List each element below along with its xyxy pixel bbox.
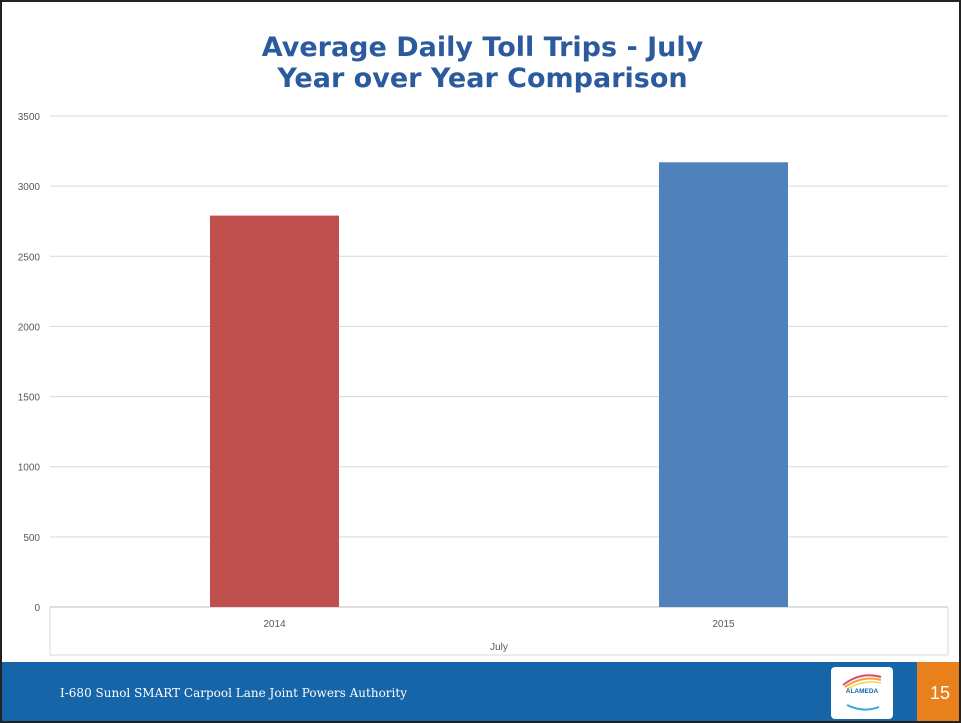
y-tick-label: 3000 — [18, 182, 41, 193]
chart-title-line-1: Average Daily Toll Trips - July — [261, 32, 704, 63]
x-tick-label: 2015 — [712, 619, 735, 630]
y-tick-label: 2500 — [18, 252, 41, 263]
footer-bar: I-680 Sunol SMART Carpool Lane Joint Pow… — [2, 662, 959, 721]
footer-organization-text: I-680 Sunol SMART Carpool Lane Joint Pow… — [60, 686, 407, 700]
y-tick-label: 1500 — [18, 393, 41, 404]
y-tick-label: 2000 — [18, 322, 41, 333]
logo-swoosh-icon — [842, 674, 882, 711]
bar-chart: 0 500 1000 1500 2000 2500 3000 3500 2014 2015 July — [18, 112, 949, 656]
alameda-logo-icon: ALAMEDA — [831, 667, 893, 719]
logo-text: ALAMEDA — [845, 688, 879, 695]
chart-title: Average Daily Toll Trips - July Year ove… — [2, 32, 959, 94]
y-tick-label: 0 — [34, 603, 40, 614]
page-number: 15 — [917, 662, 959, 721]
y-tick-label: 500 — [23, 533, 40, 544]
bar-2015 — [659, 162, 788, 607]
y-tick-label: 3500 — [18, 112, 41, 123]
x-axis-label: July — [490, 642, 508, 653]
y-tick-label: 1000 — [18, 463, 41, 474]
x-tick-label: 2014 — [263, 619, 286, 630]
chart-title-line-2: Year over Year Comparison — [277, 63, 688, 94]
bar-2014 — [210, 215, 339, 608]
